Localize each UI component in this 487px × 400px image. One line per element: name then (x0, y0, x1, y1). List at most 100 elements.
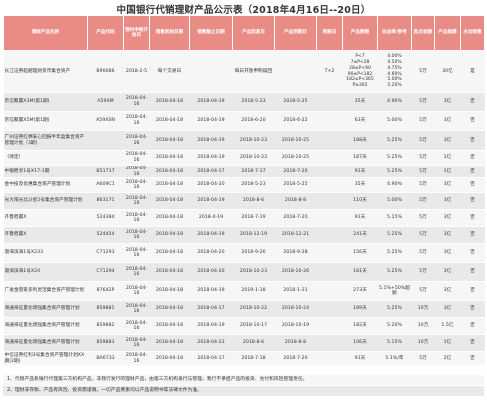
table-cell: 1亿 (434, 165, 461, 179)
table-cell: 渤海滨海1号X24 (3, 262, 88, 283)
table-cell: 中银稳享1号X17-1期 (3, 165, 88, 179)
table-cell (316, 177, 343, 194)
table-cell: 2018-04-16 (123, 317, 150, 336)
column-header: 销售截止日期 (189, 15, 233, 51)
table-cell: 2018-04-18 (149, 281, 190, 302)
table-cell: 3亿 (434, 300, 461, 319)
table-cell: 2018-04-18 (149, 351, 190, 367)
table-cell: 2018-04-20 (189, 262, 233, 283)
table-cell: 长江证券超越理财货币集合资产 (3, 50, 88, 93)
table-cell: 2018-7-20 (274, 165, 317, 179)
table-cell: 187天 (342, 150, 378, 166)
table-cell: 5.25% (377, 130, 412, 151)
table-cell: 海通海证量化增强集合资产管理计划 (3, 300, 88, 319)
table-cell: 2018-6-22 (274, 111, 317, 131)
table-cell: 2018-04-17 (189, 300, 233, 319)
table-cell: 2018-10-23 (232, 150, 275, 166)
table-cell: 2亿 (434, 351, 461, 367)
table-cell (316, 262, 343, 283)
table-cell: 2018-10-22 (232, 300, 275, 319)
table-cell: 87642P (87, 281, 124, 302)
table-cell: 2018-7-19 (232, 209, 275, 228)
table-cell: 2018-04-20 (189, 243, 233, 264)
table-cell: 2018-04-18 (149, 92, 190, 112)
table-cell: 5.25% (377, 262, 412, 283)
table-cell: 5万 (411, 281, 435, 302)
table-cell: 5万 (411, 111, 435, 131)
column-header: 产品代码 (87, 15, 124, 51)
table-cell: 2018-04-16 (123, 130, 150, 151)
table-cell: 否 (460, 150, 485, 166)
table-cell: 否 (460, 300, 485, 319)
table-cell: 181天 (342, 262, 378, 283)
table-cell: 5万 (411, 177, 435, 194)
table-cell: 2018-04-19 (189, 192, 233, 211)
table-cell (316, 150, 343, 166)
table-cell: （待定） (3, 150, 88, 166)
table-cell: 2018-10-26 (274, 262, 317, 283)
table-cell: A609C1 (87, 177, 124, 194)
table-cell: 2018-04-16 (123, 177, 150, 194)
table-cell: 273天 (342, 281, 378, 302)
table-row: 金中投及优惠集合资产管理计划 A609C1 2018-04-16 2018-04-18… (3, 177, 485, 194)
table-cell: 2018-04-18 (149, 165, 190, 179)
table-cell: 156天 (342, 243, 378, 264)
table-cell: 5.25% (377, 300, 412, 319)
table-row: 长江证券超越理财货币集合资产 B90086 2018-2-5 每个交易日 每日开放申购赎… (3, 50, 485, 93)
table-cell: 2018-04-16 (123, 262, 150, 283)
table-cell: 2018-04-20 (189, 177, 233, 194)
table-cell (316, 317, 343, 336)
table-cell: 否 (460, 130, 485, 151)
table-cell: A59XSN (87, 111, 124, 131)
table-cell: 5万 (411, 351, 435, 367)
table-cell: 2018-8-8 (274, 334, 317, 353)
table-cell: 5.1%/年 (377, 351, 412, 367)
table-cell: 859881 (87, 300, 124, 319)
table-cell: 91天 (342, 209, 378, 228)
table-row: 光大阳光北斗星2号集合资产管理计划 863171 2018-04-16 2018-04… (3, 192, 485, 211)
table-cell (87, 130, 124, 151)
table-cell: 3亿 (434, 92, 461, 112)
column-header: 销售起始日期 (149, 15, 190, 51)
table-cell: 2018-5-23 (232, 177, 275, 194)
table-cell (316, 192, 343, 211)
table-cell: 2018-04-18 (149, 226, 190, 245)
table-cell: 1亿 (434, 150, 461, 166)
table-cell: 2018-1-21 (274, 281, 317, 302)
table-cell (316, 209, 343, 228)
table-cell: 2018-04-18 (149, 192, 190, 211)
table-cell: 是 (460, 50, 485, 93)
table-cell: B90086 (87, 50, 124, 93)
table-cell: 2018-8-8 (274, 192, 317, 211)
table-cell: B51717 (87, 165, 124, 179)
table-cell: 2018-04-16 (123, 111, 150, 131)
table-cell (316, 351, 343, 367)
table-cell: 否 (460, 262, 485, 283)
table-cell: C71293 (87, 243, 124, 264)
table-cell: 188天 (342, 130, 378, 151)
table-cell: 2018-5-23 (232, 92, 275, 112)
table-cell: 10万 (411, 300, 435, 319)
page-title: 中国银行代销理财产品公示表（2018年4月16日--20日） (116, 5, 371, 16)
table-cell: 5万 (411, 150, 435, 166)
table-cell: 524384 (87, 209, 124, 228)
table-cell: 2018-7-18 (232, 351, 275, 367)
table-cell: 35天 (342, 92, 378, 112)
table-cell: 2018-04-16 (123, 150, 150, 166)
table-cell: 3亿 (434, 177, 461, 194)
column-header: 产品规模 (434, 15, 461, 51)
table-cell: 2018-04-16 (123, 226, 150, 245)
table-cell: 金中投及优惠集合资产管理计划 (3, 177, 88, 194)
table-body: 长江证券超越理财货币集合资产 B90086 2018-2-5 每个交易日 每日开放申购赎… (3, 50, 485, 367)
table-cell: 2018-04-17 (189, 351, 233, 367)
table-cell: 2018-04-19 (189, 92, 233, 112)
table-cell: 2018-04-19 (189, 130, 233, 151)
table-cell: 2018-04-17 (189, 165, 233, 179)
table-cell: 否 (460, 92, 485, 112)
table-cell: 5万 (411, 92, 435, 112)
product-table: 理财产品名称 产品代码 预约申购开始日 销售起始日期 销售截止日期 产品起息日 … (3, 15, 485, 367)
table-cell (316, 243, 343, 264)
table-cell: 3亿 (434, 281, 461, 302)
table-cell: T+2 (316, 50, 343, 93)
column-header: 理财产品名称 (3, 15, 88, 51)
